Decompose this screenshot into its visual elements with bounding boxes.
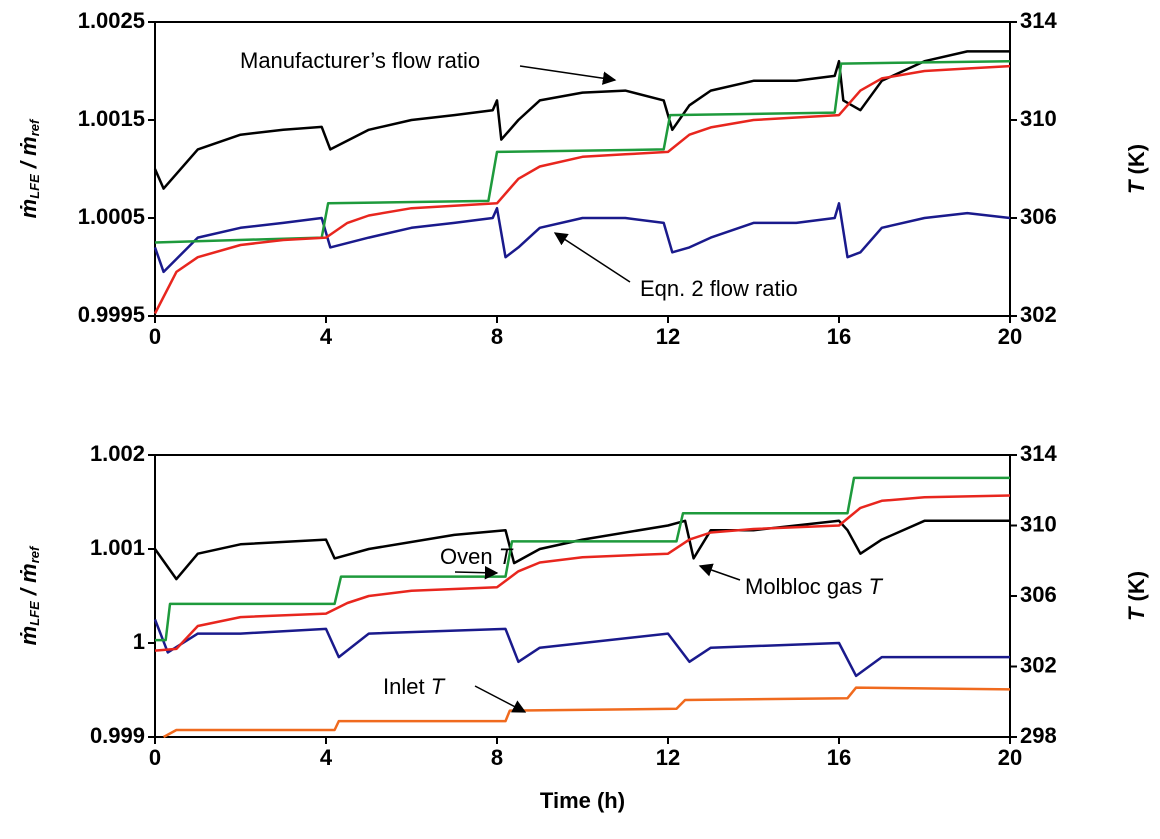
y-tick-label: 0.9995 [78, 302, 145, 327]
x-tick-label: 8 [491, 324, 503, 349]
x-tick-label: 16 [827, 324, 851, 349]
annotation: Manufacturer’s flow ratio [240, 48, 480, 73]
annotation-italic: T [431, 674, 446, 699]
series-line [153, 50, 1010, 190]
y-tick-label: 1.0005 [78, 204, 145, 229]
y-axis-label-part: LFE [27, 174, 42, 199]
annotation-arrow [698, 563, 741, 581]
annotation-text: Manufacturer’s flow ratio [240, 48, 480, 73]
y2-tick-label: 310 [1020, 511, 1057, 536]
annotation-text: Inlet [383, 674, 431, 699]
y-tick-label: 1 [133, 629, 145, 654]
y-axis-label-part: ṁ [16, 199, 41, 219]
annotation: Molbloc gas T [745, 574, 884, 599]
y-axis-label: ṁLFE / ṁref [16, 118, 43, 218]
x-tick-label: 12 [656, 745, 680, 770]
x-tick-label: 20 [998, 324, 1022, 349]
y-axis-label-part: / [16, 583, 41, 601]
series-line [153, 619, 1010, 678]
y-tick-label: 1.002 [90, 441, 145, 466]
y-axis-label-part: / [16, 156, 41, 174]
x-tick-label: 8 [491, 745, 503, 770]
y2-axis-label-part: T [1124, 606, 1149, 621]
x-tick-label: 12 [656, 324, 680, 349]
series-line [154, 59, 1011, 244]
annotation-text: Eqn. 2 flow ratio [640, 276, 798, 301]
annotation-text: Molbloc gas [745, 574, 869, 599]
y2-tick-label: 306 [1020, 582, 1057, 607]
y2-tick-label: 306 [1020, 204, 1057, 229]
series-line [163, 686, 1011, 739]
annotation-arrow [553, 232, 631, 283]
y-axis-label: ṁLFE / ṁref [16, 545, 43, 645]
annotation-text: Oven [440, 544, 499, 569]
y-axis-label-part: ṁ [16, 136, 41, 156]
x-axis-label: Time (h) [540, 788, 625, 813]
y-axis-label-part: ṁ [16, 626, 41, 646]
y-tick-label: 0.999 [90, 723, 145, 748]
annotation: Oven T [440, 544, 514, 569]
x-tick-label: 0 [149, 745, 161, 770]
y2-axis-label: T (K) [1124, 144, 1149, 194]
x-tick-label: 16 [827, 745, 851, 770]
series-line [153, 202, 1011, 274]
x-tick-label: 0 [149, 324, 161, 349]
series-line [153, 64, 1011, 315]
annotation-italic: T [869, 574, 884, 599]
y2-tick-label: 314 [1020, 441, 1057, 466]
y-axis-label-part: ref [27, 118, 42, 136]
annotation: Inlet T [383, 674, 446, 699]
y2-axis-label-part: (K) [1124, 144, 1149, 181]
y2-tick-label: 310 [1020, 106, 1057, 131]
y-axis-label-part: ṁ [16, 563, 41, 583]
y-axis-label-part: ref [27, 545, 42, 563]
annotation: Eqn. 2 flow ratio [640, 276, 798, 301]
y2-tick-label: 314 [1020, 8, 1057, 33]
annotation-arrow [519, 65, 617, 85]
y-axis-label-part: LFE [27, 601, 42, 626]
y2-axis-label: T (K) [1124, 571, 1149, 621]
annotation-italic: T [499, 544, 514, 569]
y-tick-label: 1.0015 [78, 106, 145, 131]
y2-axis-label-part: T [1124, 179, 1149, 194]
y2-tick-label: 302 [1020, 652, 1057, 677]
y-tick-label: 1.0025 [78, 8, 145, 33]
y2-tick-label: 298 [1020, 723, 1057, 748]
series-line [154, 494, 1011, 652]
series-line [153, 519, 1010, 581]
y2-tick-label: 302 [1020, 302, 1057, 327]
y-tick-label: 1.001 [90, 535, 145, 560]
y2-axis-label-part: (K) [1124, 571, 1149, 608]
x-tick-label: 4 [320, 745, 333, 770]
annotation-arrow [474, 685, 527, 713]
annotation-arrow [454, 565, 499, 580]
series-line [155, 476, 1010, 642]
x-tick-label: 4 [320, 324, 333, 349]
x-tick-label: 20 [998, 745, 1022, 770]
